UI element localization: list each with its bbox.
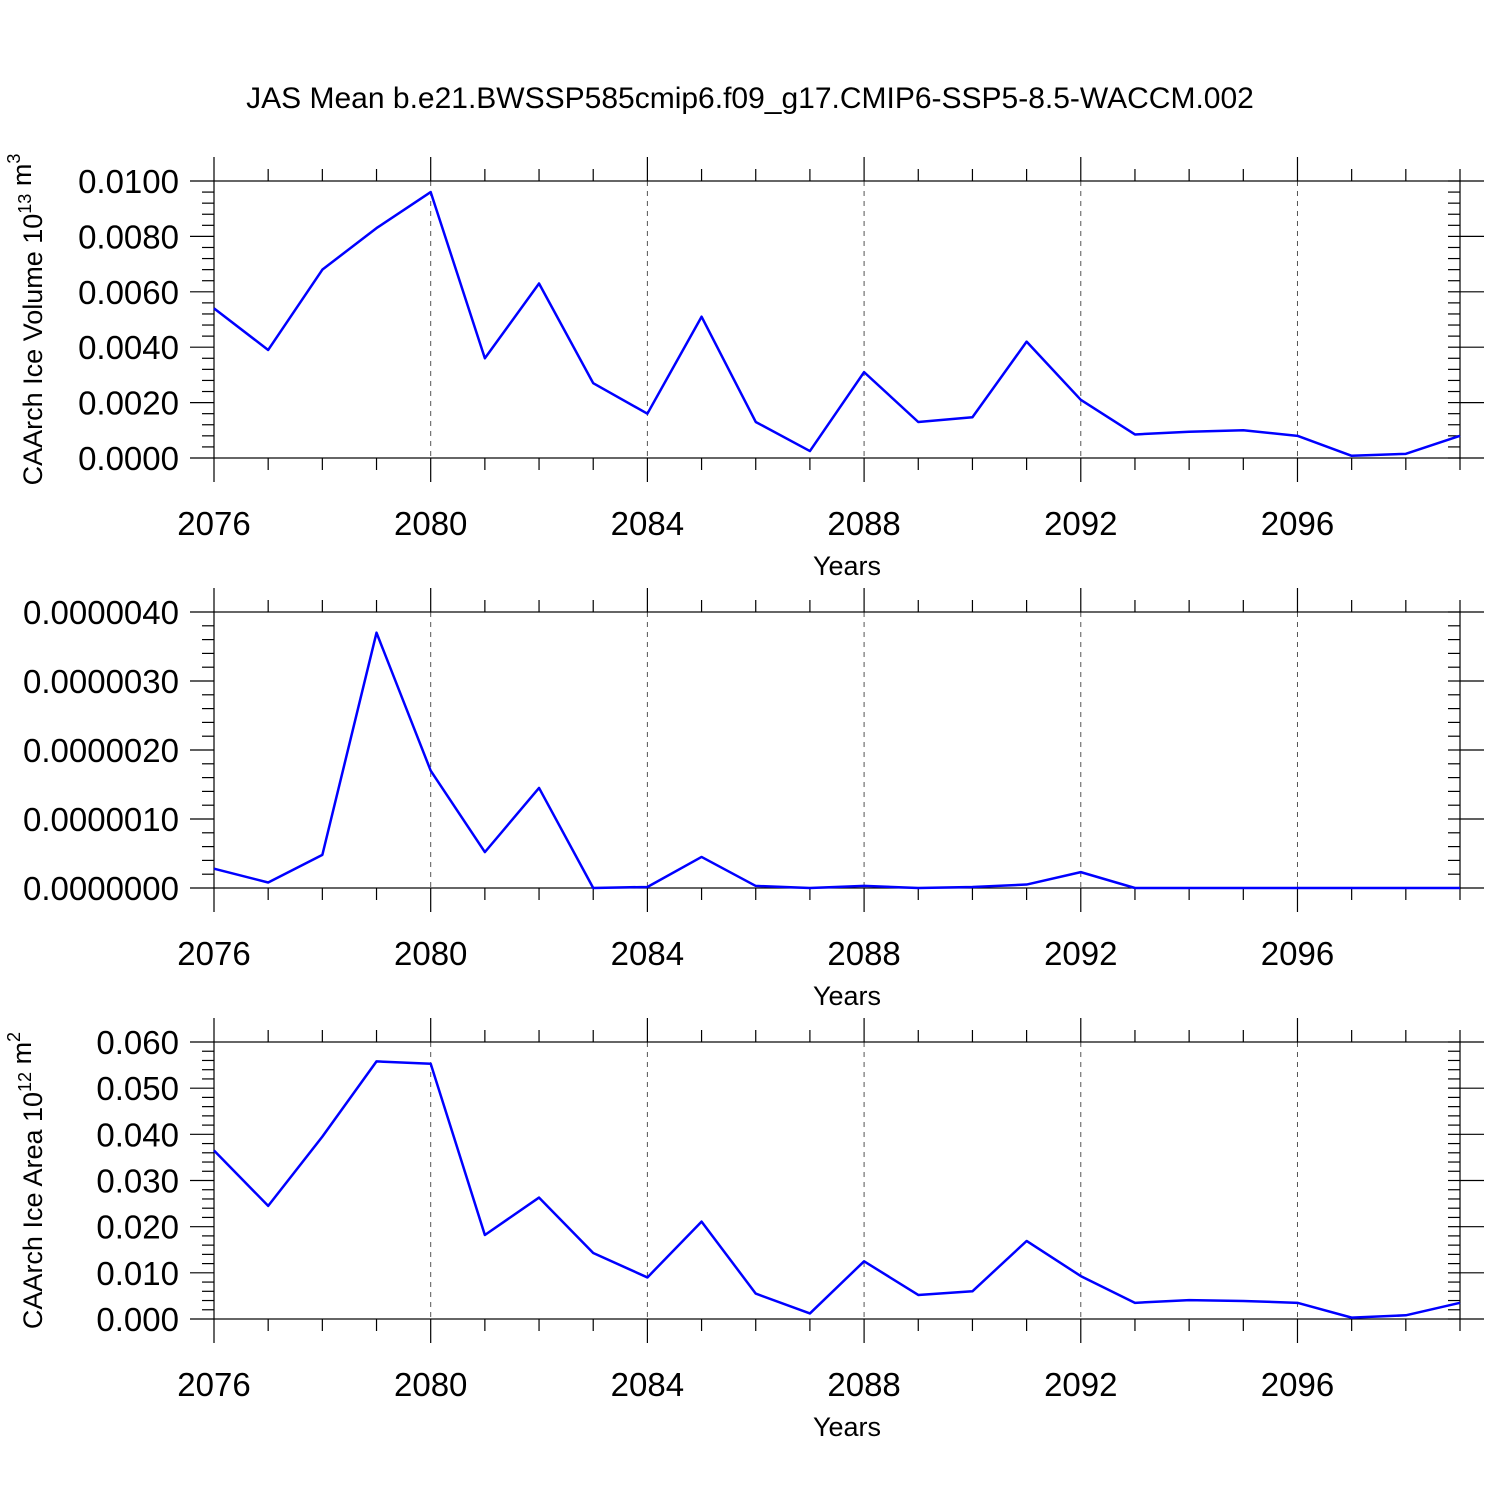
x-tick-label: 2088	[827, 935, 900, 972]
x-axis-title: Years	[813, 1412, 881, 1442]
y-tick-label: 0.0000010	[23, 801, 179, 838]
x-tick-label: 2096	[1261, 505, 1334, 542]
y-tick-label: 0.0000000	[23, 870, 179, 907]
x-axis-title: Years	[813, 551, 881, 581]
x-axis-title: Years	[813, 981, 881, 1011]
y-tick-label: 0.0060	[78, 274, 179, 311]
plot-3: 2076 2080 2084 2088 2092 2096 0.000 0.010 0.020 0…	[4, 1018, 1484, 1442]
y-axis-title-part: m	[7, 1042, 37, 1072]
x-tick-label: 2084	[611, 935, 684, 972]
x-tick-label: 2080	[394, 1366, 467, 1403]
y-tick-label: 0.060	[96, 1024, 179, 1061]
x-tick-label: 2092	[1044, 935, 1117, 972]
x-tick-label: 2084	[611, 1366, 684, 1403]
series-line	[213, 190, 1461, 458]
y-tick-label: 0.010	[96, 1255, 179, 1292]
x-tick-label: 2084	[611, 505, 684, 542]
y-tick-label: 0.0020	[78, 385, 179, 422]
plot-frame	[213, 611, 1461, 889]
y-axis-title-part: CAArch Ice Area 10	[18, 1092, 48, 1329]
figure-title: JAS Mean b.e21.BWSSP585cmip6.f09_g17.CMI…	[246, 82, 1254, 115]
y-tick-label: 0.030	[96, 1163, 179, 1200]
y-axis-title-sup: 3	[4, 154, 24, 164]
x-tick-label: 2092	[1044, 505, 1117, 542]
x-tick-label: 2088	[827, 1366, 900, 1403]
y-axis-title-sup: 13	[15, 194, 35, 214]
x-tick-label: 2088	[827, 505, 900, 542]
y-tick-label: 0.0080	[78, 218, 179, 255]
y-axis-title-sup: 2	[4, 1032, 24, 1042]
x-tick-label: 2080	[394, 935, 467, 972]
series-line	[213, 631, 1460, 890]
x-tick-label: 2076	[177, 1366, 250, 1403]
plot-frame	[213, 1041, 1461, 1320]
plot-frame	[213, 180, 1461, 459]
y-tick-label: 0.0040	[78, 329, 179, 366]
x-tick-label: 2096	[1261, 935, 1334, 972]
x-tick-label: 2092	[1044, 1366, 1117, 1403]
y-axis-title-sup: 12	[15, 1072, 35, 1092]
plot-2: 2076 2080 2084 2088 2092 2096 0.0000000 0.00000…	[23, 588, 1484, 1011]
y-tick-label: 0.020	[96, 1209, 179, 1246]
series-line	[213, 1060, 1461, 1319]
y-tick-label: 0.0100	[78, 163, 179, 200]
y-axis-title: CAArch Ice Area 1012 m2	[4, 1032, 48, 1329]
y-tick-label: 0.0000	[78, 440, 179, 477]
y-axis-title-part: m	[7, 164, 37, 194]
y-tick-label: 0.000	[96, 1301, 179, 1338]
y-axis-title: CAArch Ice Volume 1013 m3	[4, 154, 48, 486]
plot-1: 2076 2080 2084 2088 2092 2096 0.0000 0.0020 0.00…	[4, 154, 1484, 581]
y-tick-label: 0.0000020	[23, 732, 179, 769]
y-tick-label: 0.050	[96, 1070, 179, 1107]
y-axis-title-part: CAArch Ice Volume 10	[18, 214, 48, 486]
y-tick-label: 0.0000040	[23, 594, 179, 631]
y-tick-label: 0.0000030	[23, 663, 179, 700]
x-tick-label: 2080	[394, 505, 467, 542]
x-tick-label: 2096	[1261, 1366, 1334, 1403]
x-tick-label: 2076	[177, 505, 250, 542]
y-tick-label: 0.040	[96, 1116, 179, 1153]
x-tick-label: 2076	[177, 935, 250, 972]
